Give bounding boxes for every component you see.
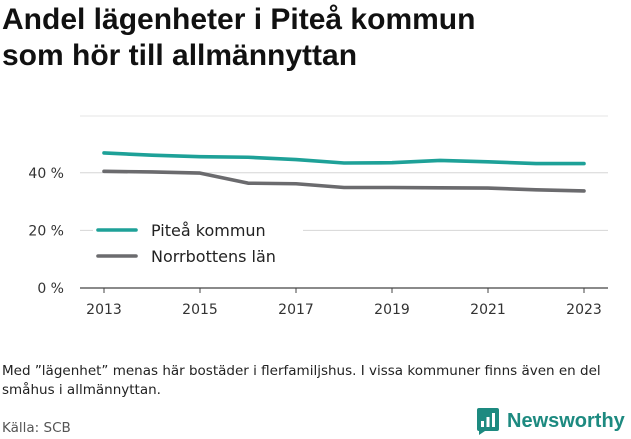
line-chart: 0 % 20 % 40 % 2013 2015 2017 2019 2021 2023 Piteå… [28, 115, 608, 318]
newsworthy-brand: Newsworthy [476, 407, 625, 435]
newsworthy-logo-icon [477, 408, 499, 435]
series-line-2 [102, 169, 586, 193]
legend-label-2: Norrbottens län [151, 247, 276, 266]
legend-label-1: Piteå kommun [151, 221, 266, 240]
x-tick-label: 2017 [278, 302, 314, 318]
x-tick-label: 2015 [182, 302, 218, 318]
source-label: Källa: SCB [2, 420, 71, 436]
y-tick-label: 40 % [28, 166, 64, 182]
chart-note: Med ”lägenhet” menas här bostäder i fler… [2, 363, 601, 398]
legend-background [93, 221, 303, 241]
chart-title: Andel lägenheter i Piteå kommun som hör … [2, 2, 627, 74]
chart-title-line-1: Andel lägenheter i Piteå kommun [2, 3, 476, 36]
x-tick-label: 2023 [566, 302, 602, 318]
y-tick-label: 0 % [37, 281, 64, 297]
brand-name: Newsworthy [507, 409, 625, 432]
legend-background [93, 247, 303, 267]
chart-title-line-2: som hör till allmännyttan [2, 39, 358, 72]
series-line-1 [102, 151, 586, 166]
x-tick-label: 2013 [86, 302, 122, 318]
y-tick-label: 20 % [28, 223, 64, 239]
x-tick-label: 2021 [470, 302, 506, 318]
x-tick-label: 2019 [374, 302, 410, 318]
